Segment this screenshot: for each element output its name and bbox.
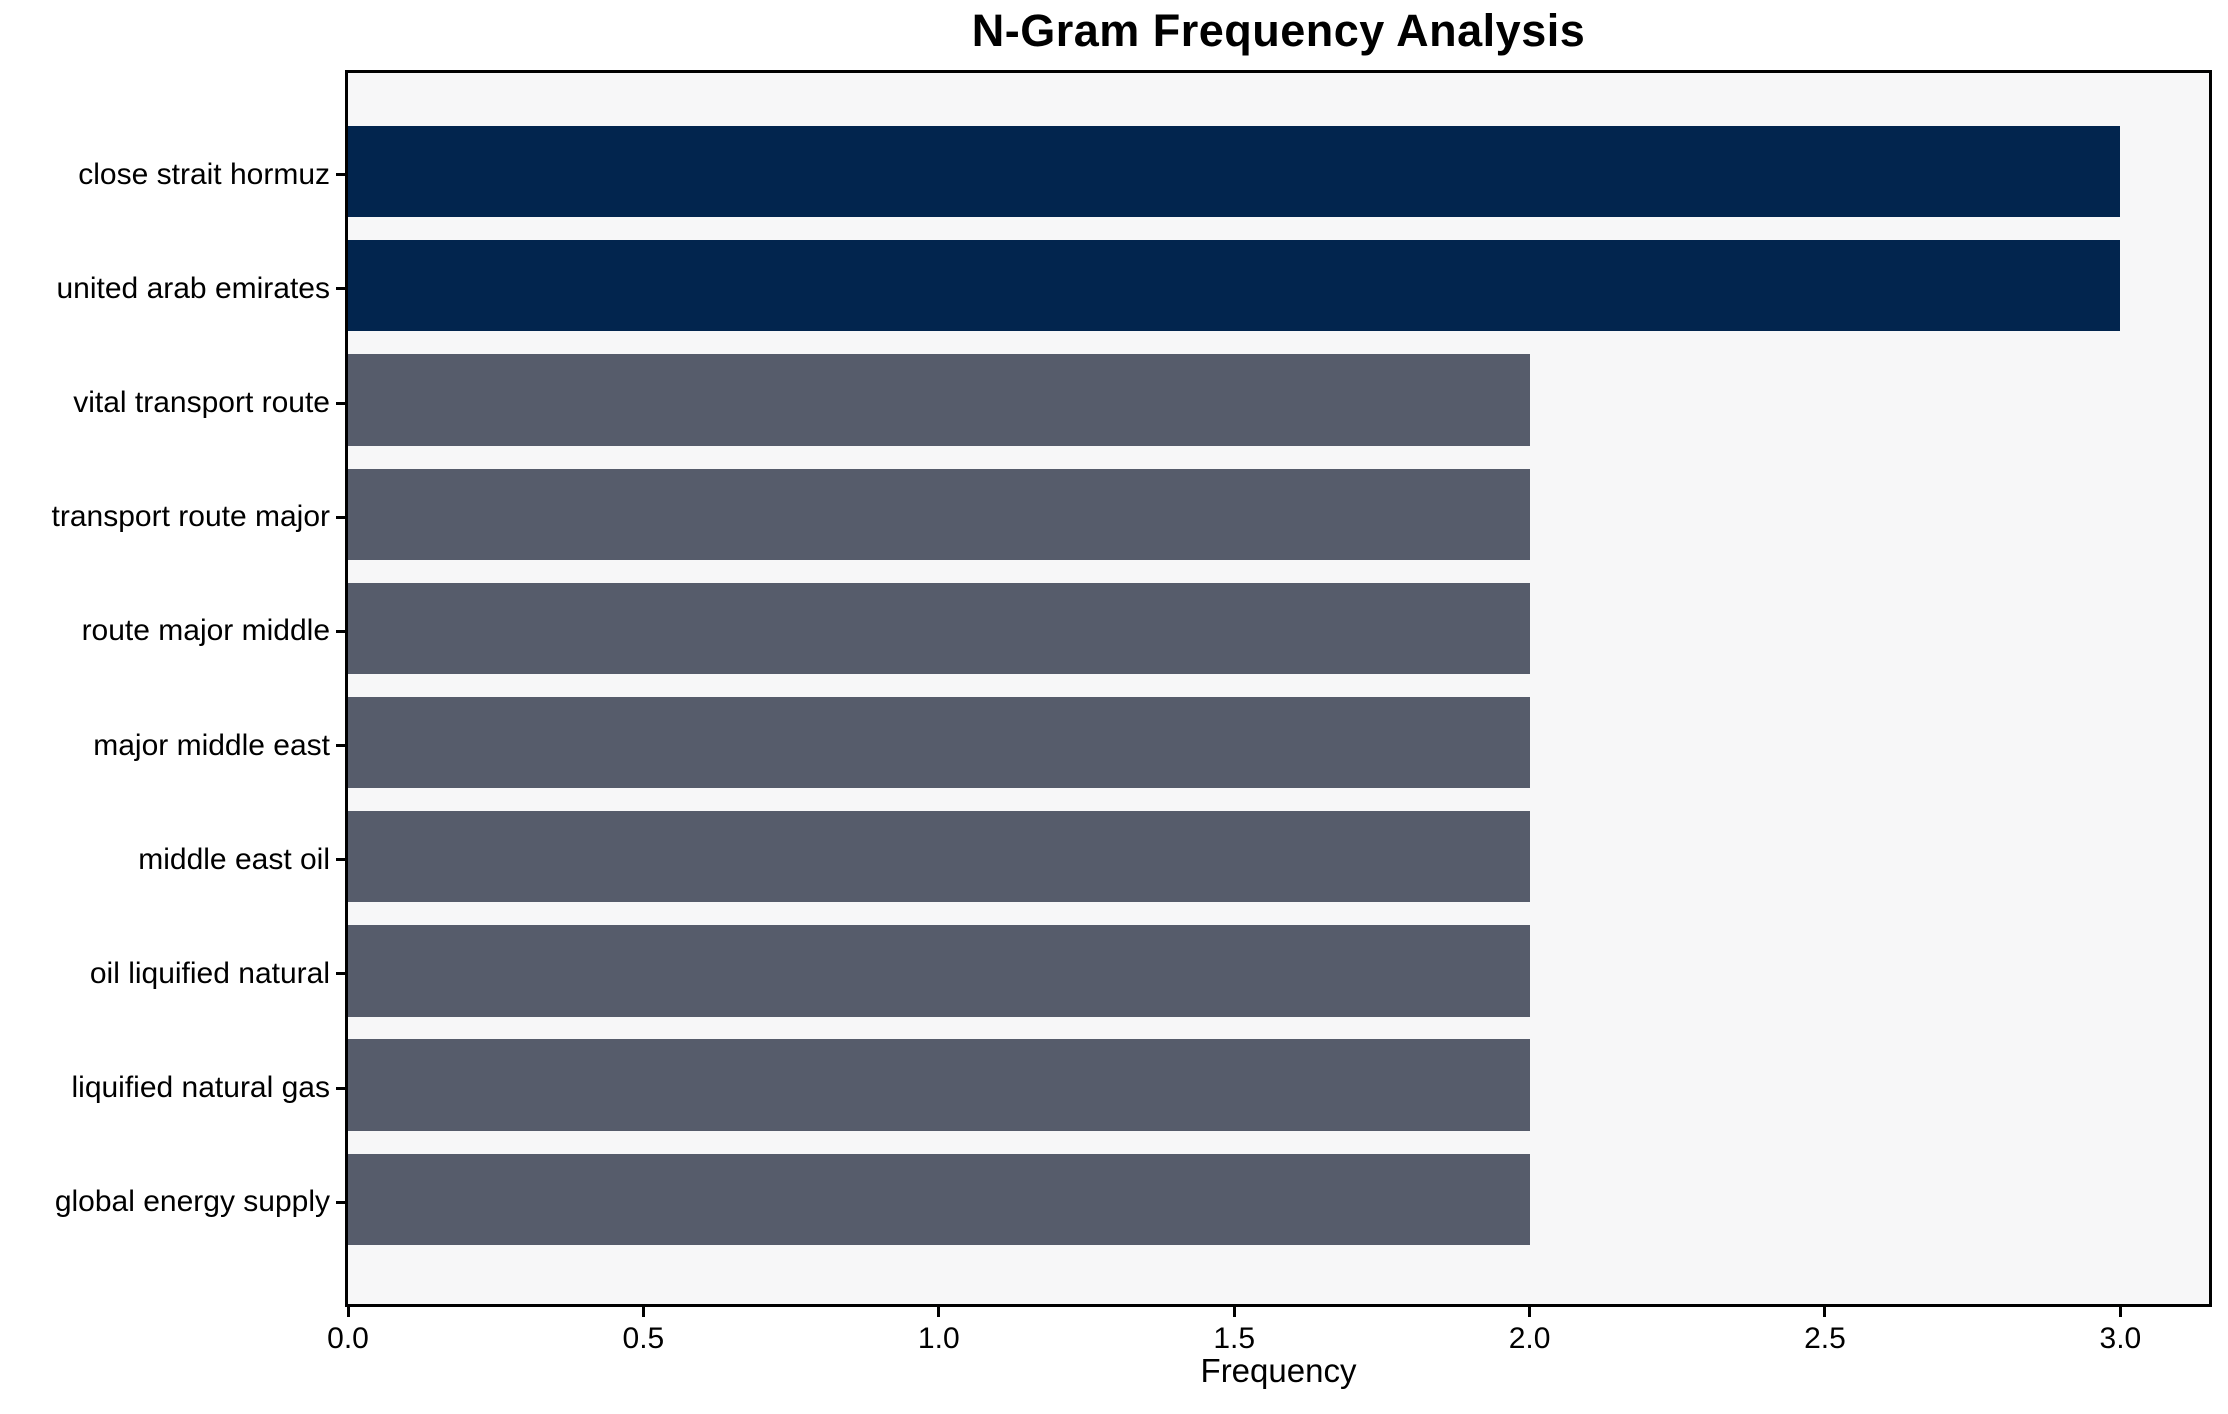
x-tick-mark bbox=[937, 1304, 941, 1317]
x-tick-mark bbox=[1528, 1304, 1532, 1317]
y-tick-label: major middle east bbox=[93, 728, 330, 762]
bar-transport-route-major bbox=[348, 468, 1530, 560]
x-tick-mark bbox=[2118, 1304, 2122, 1317]
y-tick-label: route major middle bbox=[81, 614, 330, 648]
x-tick-label: 3.0 bbox=[2099, 1322, 2142, 1355]
chart-title: N-Gram Frequency Analysis bbox=[971, 5, 1586, 56]
x-tick-mark bbox=[346, 1304, 350, 1317]
x-tick-label: 1.0 bbox=[917, 1322, 960, 1355]
bar-vital-transport-route bbox=[348, 354, 1530, 446]
y-tick-mark bbox=[336, 401, 347, 405]
x-tick-label: 0.5 bbox=[622, 1322, 665, 1355]
y-tick-label: close strait hormuz bbox=[78, 157, 330, 191]
x-tick-mark bbox=[1232, 1304, 1236, 1317]
y-tick-label: oil liquified natural bbox=[89, 956, 330, 990]
y-tick-mark bbox=[336, 1086, 347, 1090]
x-tick-label: 1.5 bbox=[1213, 1322, 1256, 1355]
y-tick-label: transport route major bbox=[51, 500, 330, 534]
x-tick-label: 2.5 bbox=[1804, 1322, 1846, 1355]
y-tick-mark bbox=[336, 1200, 347, 1204]
bar-oil-liquified-natural bbox=[348, 925, 1530, 1017]
y-tick-mark bbox=[336, 858, 347, 862]
x-axis-label: Frequency bbox=[1200, 1352, 1357, 1389]
x-tick-label: 0.0 bbox=[327, 1322, 369, 1355]
y-tick-mark bbox=[336, 744, 347, 748]
bar-major-middle-east bbox=[348, 696, 1530, 789]
bar-global-energy-supply bbox=[348, 1153, 1530, 1246]
y-tick-mark bbox=[336, 173, 347, 177]
x-tick-label: 2.0 bbox=[1508, 1322, 1551, 1355]
y-tick-label: global energy supply bbox=[54, 1185, 330, 1219]
bar-route-major-middle bbox=[348, 582, 1530, 675]
y-tick-mark bbox=[336, 629, 347, 633]
y-tick-label: liquified natural gas bbox=[71, 1071, 330, 1105]
x-tick-mark bbox=[641, 1304, 645, 1317]
bar-middle-east-oil bbox=[348, 811, 1530, 903]
y-tick-mark bbox=[336, 515, 347, 519]
plot-area bbox=[345, 70, 2212, 1307]
y-tick-mark bbox=[336, 287, 347, 291]
bar-liquified-natural-gas bbox=[348, 1039, 1530, 1131]
bar-united-arab-emirates bbox=[348, 240, 2121, 332]
y-tick-label: middle east oil bbox=[138, 842, 330, 876]
x-tick-mark bbox=[1823, 1304, 1827, 1317]
y-tick-label: united arab emirates bbox=[56, 271, 331, 305]
y-tick-label: vital transport route bbox=[73, 386, 330, 420]
bar-close-strait-hormuz bbox=[348, 125, 2121, 218]
y-tick-mark bbox=[336, 972, 347, 976]
